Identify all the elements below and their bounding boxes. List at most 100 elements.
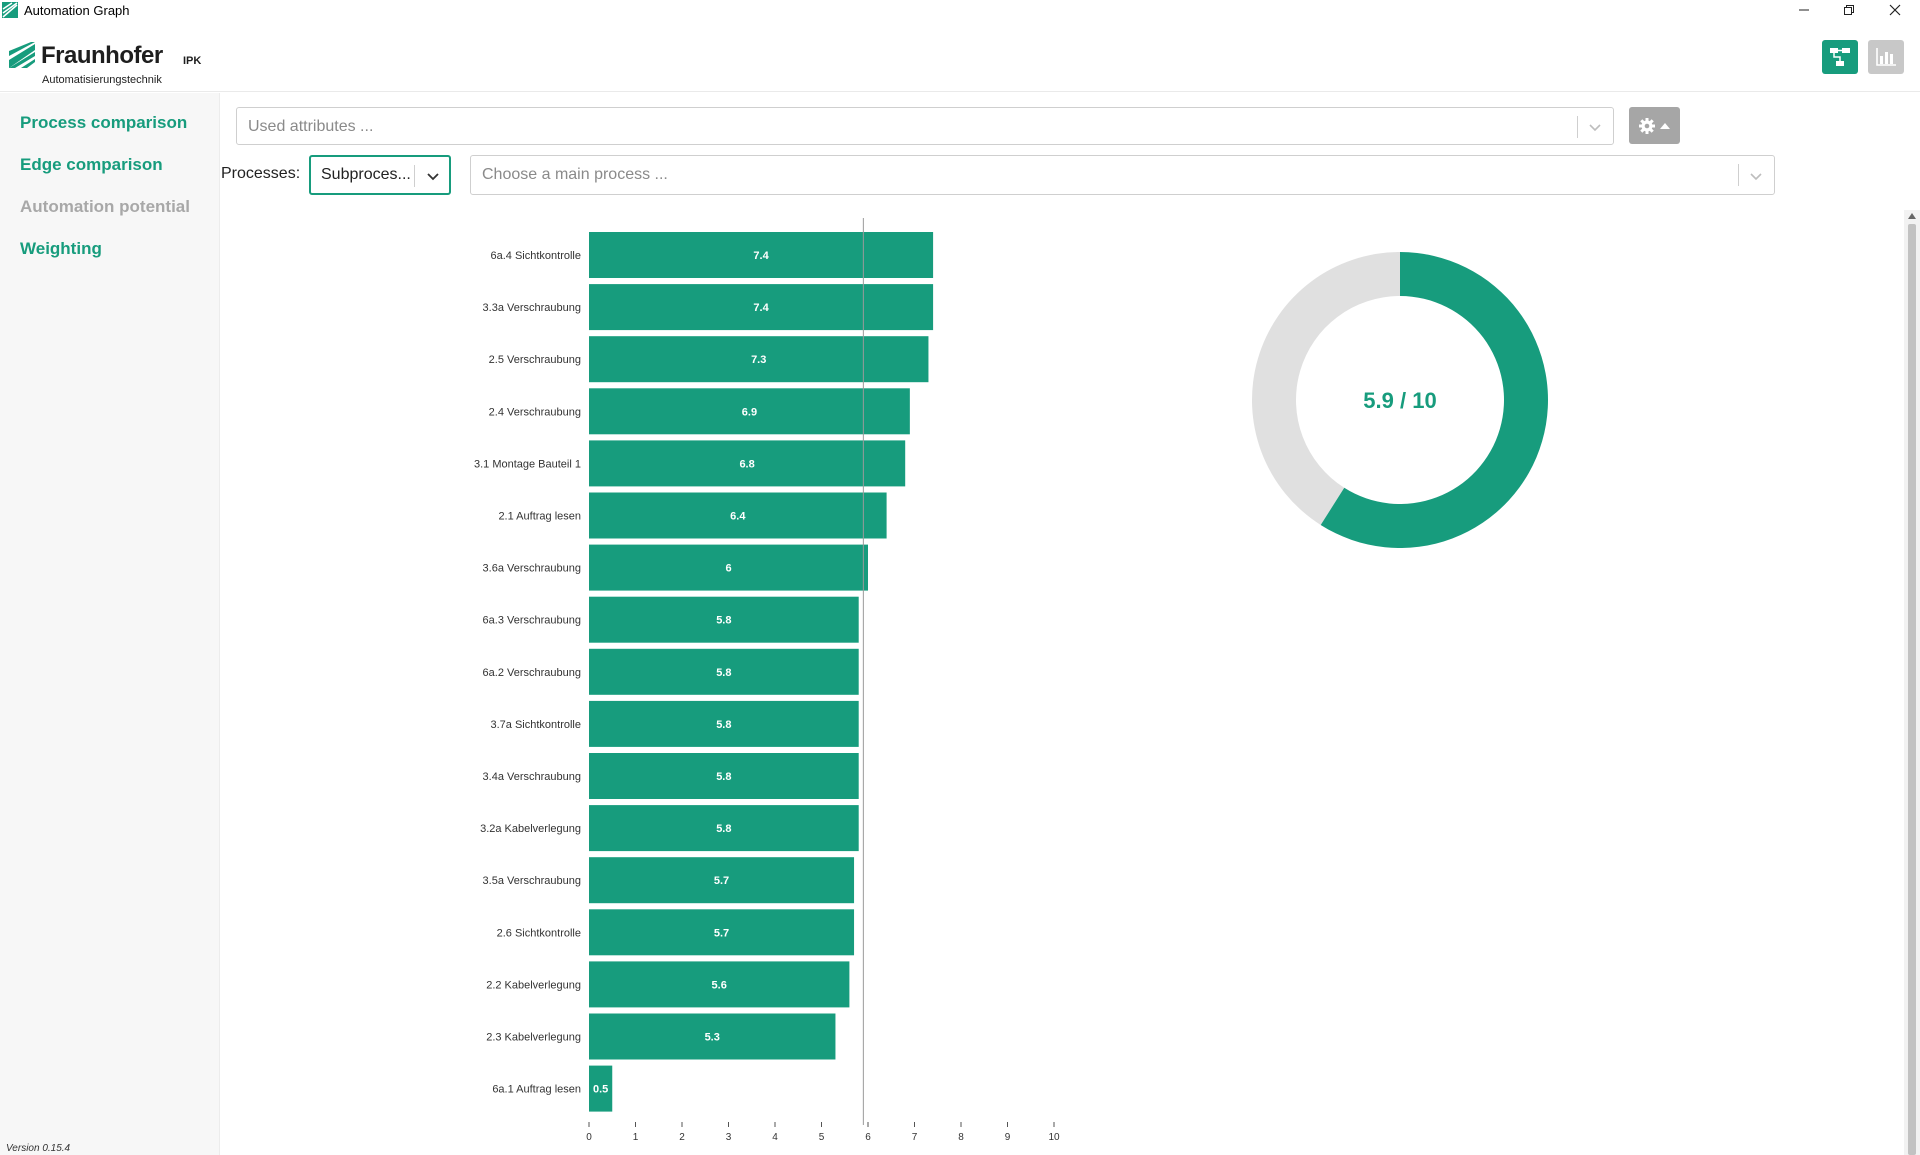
category-label: 3.5a Verschraubung (483, 875, 581, 887)
sidebar-item-edge-comparison[interactable]: Edge comparison (20, 155, 163, 174)
chevron-down-icon[interactable] (425, 168, 441, 184)
brand-name: Fraunhofer (41, 42, 163, 69)
category-label: 3.3a Verschraubung (483, 302, 581, 314)
bar (589, 700, 859, 747)
category-label: 2.1 Auftrag lesen (498, 511, 581, 523)
caret-up-icon (1660, 122, 1670, 129)
x-tick-label: 4 (772, 1132, 778, 1143)
process-type-select[interactable]: Subproces... (309, 155, 451, 195)
chart-view-button[interactable] (1868, 40, 1904, 74)
category-label: 2.6 Sichtkontrolle (497, 927, 581, 939)
bar (589, 805, 859, 852)
bar-value-label: 0.5 (593, 1084, 608, 1096)
bar-value-label: 6 (725, 563, 731, 575)
brand-suffix: IPK (183, 55, 202, 67)
scrollbar-thumb[interactable] (1908, 224, 1916, 1155)
app-header: Fraunhofer IPK Automatisierungstechnik (0, 22, 1920, 92)
category-label: 3.2a Kabelverlegung (480, 823, 581, 835)
x-tick-label: 8 (958, 1132, 964, 1143)
window-title: Automation Graph (24, 3, 130, 18)
donut-center-label: 5.9 / 10 (1363, 388, 1436, 413)
used-attributes-select[interactable]: Used attributes ... (236, 107, 1614, 145)
category-label: 2.5 Verschraubung (489, 354, 581, 366)
scroll-up-arrow-icon[interactable] (1908, 213, 1916, 219)
bar-value-label: 5.8 (716, 667, 731, 679)
bar-value-label: 5.7 (714, 875, 729, 887)
fraunhofer-logo-icon (9, 42, 35, 68)
x-tick-label: 3 (726, 1132, 732, 1143)
category-label: 2.3 Kabelverlegung (486, 1032, 581, 1044)
bar-value-label: 7.3 (751, 354, 766, 366)
bar (589, 388, 910, 435)
used-attributes-placeholder: Used attributes ... (248, 118, 374, 135)
bar (589, 440, 906, 487)
bar (589, 1013, 836, 1060)
x-tick-label: 7 (912, 1132, 918, 1143)
x-tick-label: 9 (1005, 1132, 1011, 1143)
x-tick-label: 0 (586, 1132, 592, 1143)
bar (589, 961, 850, 1008)
vertical-scrollbar[interactable] (1904, 210, 1920, 1155)
select-separator (1577, 116, 1578, 138)
close-button[interactable] (1872, 0, 1918, 20)
x-tick-label: 2 (679, 1132, 685, 1143)
bar-value-label: 5.8 (716, 719, 731, 731)
graph-view-button[interactable] (1822, 40, 1858, 74)
fraunhofer-logo: Fraunhofer IPK Automatisierungstechnik (9, 32, 202, 86)
window-titlebar: Automation Graph (0, 0, 1920, 20)
bar-value-label: 7.4 (753, 302, 769, 314)
graph-icon (1830, 48, 1850, 66)
bar (589, 544, 868, 591)
x-tick-label: 1 (633, 1132, 639, 1143)
process-type-value: Subproces... (321, 166, 411, 183)
sidebar-item-weighting[interactable]: Weighting (20, 239, 102, 258)
minimize-button[interactable] (1781, 0, 1827, 20)
bar-value-label: 5.8 (716, 823, 731, 835)
select-separator (1738, 164, 1739, 186)
select-separator (414, 165, 415, 187)
chevron-down-icon[interactable] (1748, 168, 1764, 184)
bar-value-label: 6.8 (739, 458, 754, 470)
category-label: 3.1 Montage Bauteil 1 (474, 458, 581, 470)
category-label: 3.6a Verschraubung (483, 563, 581, 575)
bar-value-label: 5.8 (716, 615, 731, 627)
bar (589, 909, 855, 956)
department-name: Automatisierungstechnik (42, 74, 162, 86)
bar (589, 232, 934, 278)
bar-value-label: 6.9 (742, 406, 757, 418)
bar-chart-icon (1876, 48, 1896, 66)
chevron-down-icon[interactable] (1587, 119, 1603, 135)
main-process-select[interactable]: Choose a main process ... (470, 155, 1775, 195)
bar-value-label: 7.4 (753, 250, 769, 262)
sidebar-item-process-comparison[interactable]: Process comparison (20, 113, 188, 132)
bar (589, 336, 929, 383)
settings-button[interactable] (1629, 107, 1680, 144)
bar (589, 857, 855, 904)
sidebar: Process comparison Edge comparison Autom… (0, 93, 220, 1155)
bar (589, 492, 887, 539)
category-label: 3.7a Sichtkontrolle (491, 719, 582, 731)
category-label: 6a.4 Sichtkontrolle (491, 250, 582, 262)
automation-potential-bar-chart: 6a.4 Sichtkontrolle 7.4 3.3a Verschraubung… (474, 218, 1060, 1143)
main-process-placeholder: Choose a main process ... (482, 166, 668, 183)
x-tick-label: 5 (819, 1132, 825, 1143)
x-tick-label: 6 (865, 1132, 871, 1143)
version-label: Version 0.15.4 (6, 1143, 71, 1154)
bar (589, 753, 859, 799)
processes-label: Processes: (221, 165, 301, 182)
sidebar-item-automation-potential[interactable]: Automation potential (20, 197, 190, 216)
overall-score-donut-chart: 5.9 / 10 (1252, 252, 1548, 548)
restore-button[interactable] (1826, 0, 1872, 20)
bar-value-label: 5.3 (705, 1032, 720, 1044)
category-label: 2.4 Verschraubung (489, 406, 581, 418)
minimize-icon (1799, 9, 1809, 11)
bar-value-label: 5.7 (714, 927, 729, 939)
category-label: 3.4a Verschraubung (483, 771, 581, 783)
restore-icon (1844, 5, 1854, 15)
bar-value-label: 6.4 (730, 511, 746, 523)
donut-remaining-slice (1252, 252, 1400, 525)
bar (589, 284, 934, 331)
category-label: 2.2 Kabelverlegung (486, 979, 581, 991)
bar-value-label: 5.6 (712, 979, 727, 991)
category-label: 6a.3 Verschraubung (483, 615, 581, 627)
